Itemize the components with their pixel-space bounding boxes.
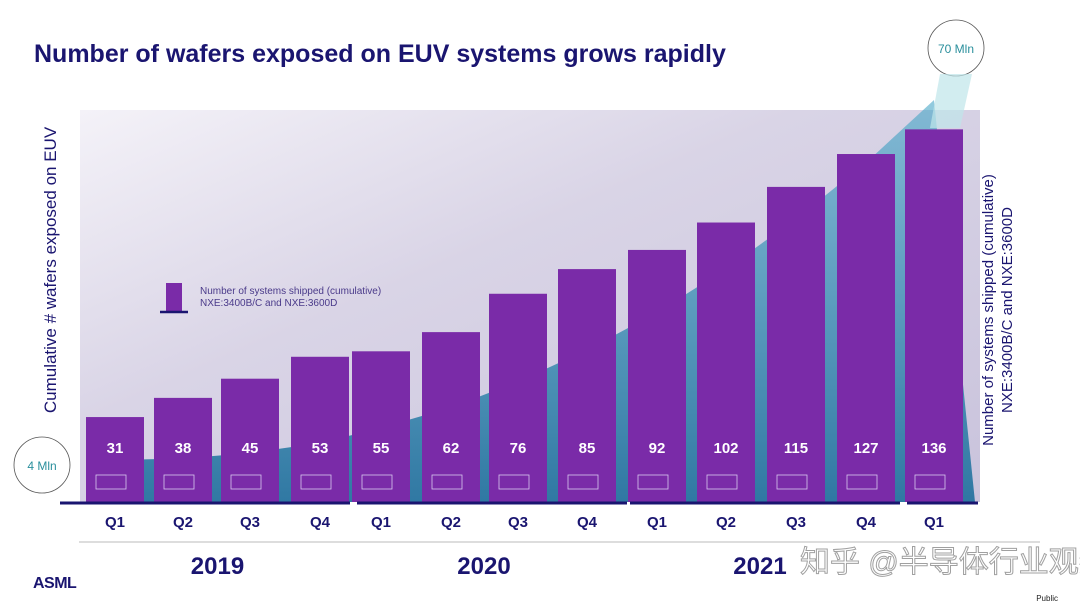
wafer-icon bbox=[13, 436, 71, 494]
wafer-count-label: 70 Mln bbox=[938, 42, 974, 56]
legend-swatch bbox=[166, 283, 182, 311]
x-tick-label: Q2 bbox=[441, 514, 461, 531]
wafer-callout bbox=[930, 74, 972, 128]
y-axis-label-left: Cumulative # wafers exposed on EUV bbox=[41, 126, 60, 413]
system-icon bbox=[95, 474, 127, 490]
bar-value-label: 102 bbox=[713, 440, 738, 457]
legend-label: Number of systems shipped (cumulative) bbox=[200, 286, 381, 297]
bar bbox=[291, 356, 349, 502]
bar-value-label: 31 bbox=[107, 440, 124, 457]
classification-label: Public bbox=[1036, 594, 1058, 603]
x-tick-label: Q2 bbox=[173, 514, 193, 531]
year-label: 2021 bbox=[733, 553, 786, 580]
bar-value-label: 76 bbox=[510, 440, 527, 457]
x-tick-label: Q3 bbox=[786, 514, 806, 531]
system-icon bbox=[846, 474, 878, 490]
x-tick-label: Q4 bbox=[577, 514, 598, 531]
x-tick-label: Q4 bbox=[310, 514, 331, 531]
asml-logo: ASML bbox=[33, 575, 77, 592]
bar bbox=[352, 351, 410, 502]
bar bbox=[489, 293, 547, 502]
bar bbox=[422, 332, 480, 502]
system-icon bbox=[163, 474, 195, 490]
system-icon bbox=[431, 474, 463, 490]
bar bbox=[837, 154, 895, 502]
bar bbox=[697, 222, 755, 502]
system-icon bbox=[498, 474, 530, 490]
y-axis-label-right: Number of systems shipped (cumulative) bbox=[980, 174, 997, 446]
system-icon bbox=[567, 474, 599, 490]
bar-value-label: 92 bbox=[649, 440, 666, 457]
system-icon bbox=[706, 474, 738, 490]
x-tick-label: Q4 bbox=[856, 514, 877, 531]
y-axis-label-right: NXE:3400B/C and NXE:3600D bbox=[999, 207, 1016, 413]
wafer-count-label: 4 Mln bbox=[27, 459, 56, 473]
system-icon bbox=[361, 474, 393, 490]
bar-value-label: 55 bbox=[373, 440, 390, 457]
system-icon bbox=[914, 474, 946, 490]
year-label: 2020 bbox=[457, 553, 510, 580]
x-tick-label: Q1 bbox=[371, 514, 391, 531]
x-tick-label: Q1 bbox=[924, 514, 944, 531]
bar bbox=[905, 129, 963, 503]
bar-value-label: 136 bbox=[921, 440, 946, 457]
year-label: 2019 bbox=[191, 553, 244, 580]
bar-value-label: 38 bbox=[175, 440, 192, 457]
bar-value-label: 85 bbox=[579, 440, 596, 457]
x-tick-label: Q1 bbox=[647, 514, 667, 531]
bar-value-label: 127 bbox=[853, 440, 878, 457]
bar-value-label: 115 bbox=[784, 440, 808, 457]
system-icon bbox=[637, 474, 669, 490]
bar-value-label: 62 bbox=[443, 440, 460, 457]
system-icon bbox=[230, 474, 262, 490]
legend-label: NXE:3400B/C and NXE:3600D bbox=[200, 298, 337, 309]
bar bbox=[628, 249, 686, 502]
bar bbox=[558, 269, 616, 502]
system-icon bbox=[300, 474, 332, 490]
x-tick-label: Q1 bbox=[105, 514, 125, 531]
bar-value-label: 53 bbox=[312, 440, 329, 457]
system-icon bbox=[776, 474, 808, 490]
x-tick-label: Q3 bbox=[508, 514, 528, 531]
chart-title: Number of wafers exposed on EUV systems … bbox=[34, 40, 726, 68]
bar-value-label: 45 bbox=[242, 440, 259, 457]
x-tick-label: Q2 bbox=[716, 514, 736, 531]
bar bbox=[767, 186, 825, 502]
x-tick-label: Q3 bbox=[240, 514, 260, 531]
watermark: 知乎 @半导体行业观察 bbox=[800, 546, 1080, 580]
